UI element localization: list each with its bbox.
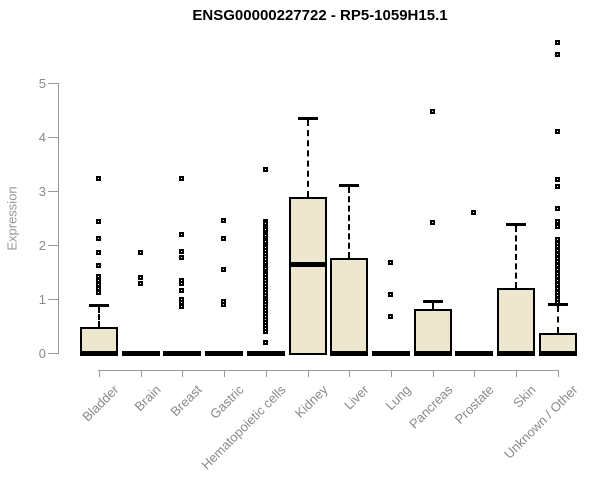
- outlier-point: [221, 236, 227, 242]
- outlier-point: [96, 219, 101, 225]
- x-axis-tick: [391, 370, 393, 377]
- y-axis-tick: [48, 299, 58, 300]
- whisker-line: [98, 307, 100, 327]
- outlier-point: [179, 231, 185, 237]
- x-axis-tick: [516, 370, 518, 377]
- x-axis-tick: [307, 370, 309, 377]
- y-axis-tick-label: 2: [38, 238, 46, 253]
- outlier-point: [554, 206, 560, 212]
- outlier-point: [554, 52, 560, 58]
- box-skin: [497, 288, 536, 355]
- outlier-point: [96, 249, 101, 255]
- whisker-line: [348, 186, 351, 259]
- whisker-line: [515, 226, 518, 289]
- outlier-point: [554, 128, 560, 134]
- y-axis-tick: [48, 191, 58, 192]
- outlier-point: [429, 220, 435, 226]
- y-axis-line: [58, 83, 59, 354]
- outlier-point: [388, 313, 394, 319]
- whisker-line: [306, 120, 309, 198]
- whisker-cap: [422, 299, 443, 303]
- whisker-line: [431, 302, 434, 309]
- outlier-point: [221, 218, 227, 224]
- outlier-point: [221, 266, 227, 272]
- median-line: [246, 351, 285, 356]
- x-axis-tick: [265, 370, 267, 377]
- outlier-point: [554, 299, 560, 305]
- outlier-point: [262, 328, 268, 334]
- outlier-point: [179, 176, 185, 182]
- box-kidney: [288, 197, 327, 355]
- whisker-cap: [89, 304, 109, 308]
- outlier-point: [179, 281, 185, 287]
- y-axis-tick-label: 3: [38, 184, 46, 199]
- outlier-point: [388, 292, 394, 298]
- median-line: [538, 351, 577, 356]
- x-axis-tick: [557, 370, 559, 377]
- y-axis-tick: [48, 245, 58, 246]
- outlier-point: [554, 177, 560, 183]
- outlier-point: [179, 249, 185, 255]
- outlier-point: [221, 302, 227, 308]
- y-axis-tick: [48, 353, 58, 354]
- outlier-point: [554, 39, 560, 45]
- x-axis-tick: [140, 370, 142, 377]
- outlier-point: [137, 274, 143, 280]
- x-axis-tick: [432, 370, 434, 377]
- outlier-point: [262, 166, 268, 172]
- outlier-point: [137, 249, 143, 255]
- x-axis-tick: [99, 370, 100, 377]
- y-axis-tick: [48, 137, 58, 138]
- outlier-point: [262, 340, 268, 346]
- y-axis-tick-label: 5: [38, 76, 46, 91]
- whisker-cap: [339, 183, 360, 187]
- median-line: [413, 351, 452, 356]
- box-liver: [330, 258, 369, 355]
- outlier-point: [96, 289, 101, 295]
- outlier-point: [554, 183, 560, 189]
- outlier-point: [96, 236, 101, 242]
- y-axis-tick-label: 4: [38, 130, 46, 145]
- outlier-point: [429, 109, 435, 115]
- median-line: [455, 351, 494, 356]
- median-line: [80, 351, 118, 356]
- whisker-cap: [506, 223, 527, 227]
- y-axis-title: Expression: [4, 186, 20, 251]
- outlier-point: [554, 223, 560, 229]
- outlier-point: [96, 263, 101, 269]
- median-line: [330, 351, 369, 356]
- box-pancreas: [413, 308, 452, 355]
- outlier-point: [471, 210, 477, 216]
- whisker-cap: [297, 117, 318, 121]
- x-axis-line: [98, 370, 559, 371]
- outlier-point: [179, 254, 185, 260]
- median-line: [163, 351, 202, 356]
- whisker-line: [556, 305, 559, 333]
- x-axis-tick: [224, 370, 226, 377]
- median-line: [497, 351, 536, 356]
- median-line: [288, 261, 327, 267]
- median-line: [205, 351, 244, 356]
- chart-title: ENSG00000227722 - RP5-1059H15.1: [192, 7, 448, 24]
- outlier-point: [137, 281, 143, 287]
- outlier-point: [388, 260, 394, 266]
- outlier-point: [554, 218, 560, 224]
- x-axis-tick: [349, 370, 351, 377]
- median-line: [121, 351, 160, 356]
- y-axis-tick-label: 1: [38, 292, 46, 307]
- x-axis-tick: [182, 370, 184, 377]
- y-axis-tick-label: 0: [38, 346, 46, 361]
- median-line: [372, 351, 411, 356]
- y-axis-tick: [48, 83, 58, 84]
- outlier-point: [179, 288, 185, 294]
- outlier-point: [179, 303, 185, 309]
- x-axis-tick: [474, 370, 476, 377]
- outlier-point: [96, 176, 101, 182]
